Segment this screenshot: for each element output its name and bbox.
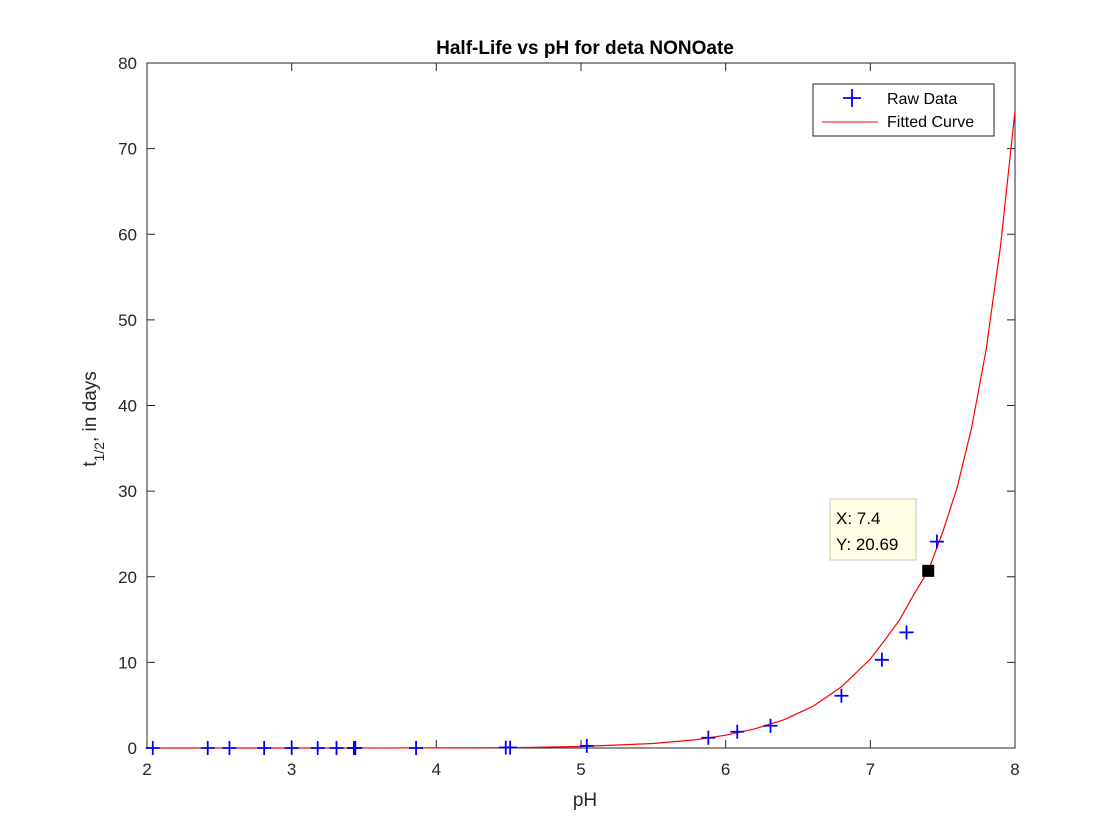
legend-plus-marker [843, 89, 861, 107]
raw-data-point-9[interactable] [409, 741, 424, 755]
fitted-curve-line[interactable] [147, 110, 1016, 749]
legend-entry-raw-data[interactable]: Raw Data [843, 89, 957, 108]
datatip-y-text: Y: 20.69 [836, 535, 898, 554]
legend-entry-fitted-curve[interactable]: Fitted Curve [822, 114, 974, 131]
raw-data-point-19[interactable] [929, 534, 944, 549]
datatip-x-text: X: 7.4 [836, 509, 880, 528]
raw-data-point-1[interactable] [200, 741, 215, 755]
y-tick-label-5: 50 [118, 311, 137, 330]
y-tick-label-0: 0 [128, 739, 137, 758]
y-axis-label-subscript: 1/2 [91, 442, 107, 462]
datatip-marker[interactable] [922, 564, 935, 577]
datatip-box [829, 498, 917, 561]
y-tick-label-6: 60 [118, 225, 137, 244]
raw-data-point-8[interactable] [348, 741, 363, 755]
raw-data-point-6[interactable] [329, 741, 344, 755]
raw-data-point-5[interactable] [310, 741, 325, 755]
y-axis-label: t1/2, in days [80, 371, 107, 467]
plot-area[interactable] [145, 110, 1016, 755]
y-tick-label-1: 10 [118, 653, 137, 672]
chart-title: Half-Life vs pH for deta NONOate [436, 38, 734, 59]
y-tick-label-7: 70 [118, 140, 137, 159]
x-tick-label-5: 7 [866, 760, 875, 779]
raw-data-point-15[interactable] [763, 718, 778, 733]
x-tick-label-3: 5 [576, 760, 585, 779]
y-tick-label-4: 40 [118, 397, 137, 416]
raw-data-point-18[interactable] [899, 625, 914, 640]
raw-data-point-17[interactable] [874, 652, 889, 667]
plot-box [146, 62, 1016, 749]
y-axis-label-suffix: , in days [80, 371, 101, 442]
x-tick-label-0: 2 [142, 760, 151, 779]
raw-data-point-13[interactable] [701, 730, 716, 745]
y-tick-label-3: 30 [118, 482, 137, 501]
raw-data-point-3[interactable] [257, 741, 272, 755]
y-tick-label-2: 20 [118, 568, 137, 587]
legend[interactable]: Raw Data Fitted Curve [812, 83, 995, 137]
raw-data-point-12[interactable] [579, 738, 594, 753]
y-tick-label-8: 80 [118, 54, 137, 73]
raw-data-point-2[interactable] [222, 741, 237, 755]
x-tick-label-1: 3 [287, 760, 296, 779]
legend-label-fitted-curve: Fitted Curve [887, 114, 974, 131]
x-tick-label-6: 8 [1010, 760, 1019, 779]
raw-data-point-14[interactable] [730, 724, 745, 739]
x-tick-label-4: 6 [721, 760, 730, 779]
x-tick-label-2: 4 [432, 760, 441, 779]
x-axis-label: pH [573, 790, 597, 811]
legend-label-raw-data: Raw Data [887, 91, 957, 108]
raw-data-point-4[interactable] [284, 741, 299, 755]
datatip[interactable]: X: 7.4 Y: 20.69 [829, 498, 935, 577]
y-axis-label-base: t [80, 461, 101, 467]
raw-data-point-0[interactable] [145, 741, 160, 755]
raw-data-point-11[interactable] [503, 740, 518, 755]
raw-data-point-16[interactable] [834, 688, 849, 703]
legend-box [812, 83, 995, 137]
